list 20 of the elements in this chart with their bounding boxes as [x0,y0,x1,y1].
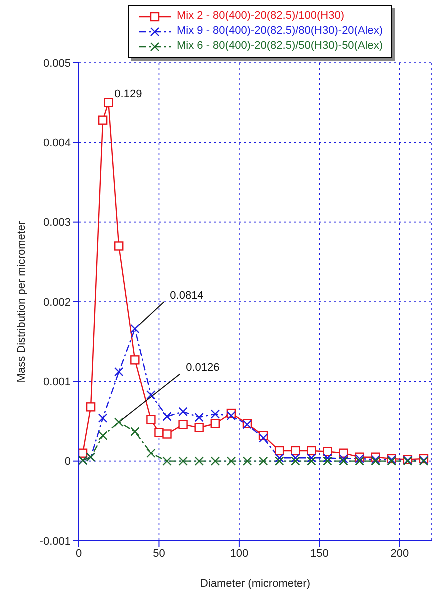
legend-label: Mix 9 - 80(400)-20(82.5)/80(H30)-20(Alex) [177,24,384,39]
x-tick-label: 0 [76,548,82,560]
y-tick-label: 0.003 [43,217,71,230]
legend-label: Mix 6 - 80(400)-20(82.5)/50(H30)-50(Alex) [177,39,384,54]
y-tick-label: 0.005 [43,58,71,70]
annotation: 0.0126 [186,362,220,374]
y-tick-label: 0 [64,456,71,468]
x-tick-label: 150 [310,548,329,560]
y-tick-label: 0.002 [43,296,71,309]
y-tick-label: 0.004 [43,138,71,150]
x-tick-label: 100 [230,548,249,560]
y-tick-label: 0.001 [43,376,71,389]
x-tick-label: 200 [390,548,410,560]
y-axis-title: Mass Distribution per micrometer [16,220,28,383]
x-axis-title: Diameter (micrometer) [200,578,311,590]
x-tick-label: 50 [153,548,166,560]
annotation: 0.129 [114,88,142,101]
y-tick-label: -0.001 [40,536,71,548]
legend-label: Mix 2 - 80(400)-20(82.5)/100(H30) [177,9,345,24]
annotation: 0.0814 [170,290,204,302]
